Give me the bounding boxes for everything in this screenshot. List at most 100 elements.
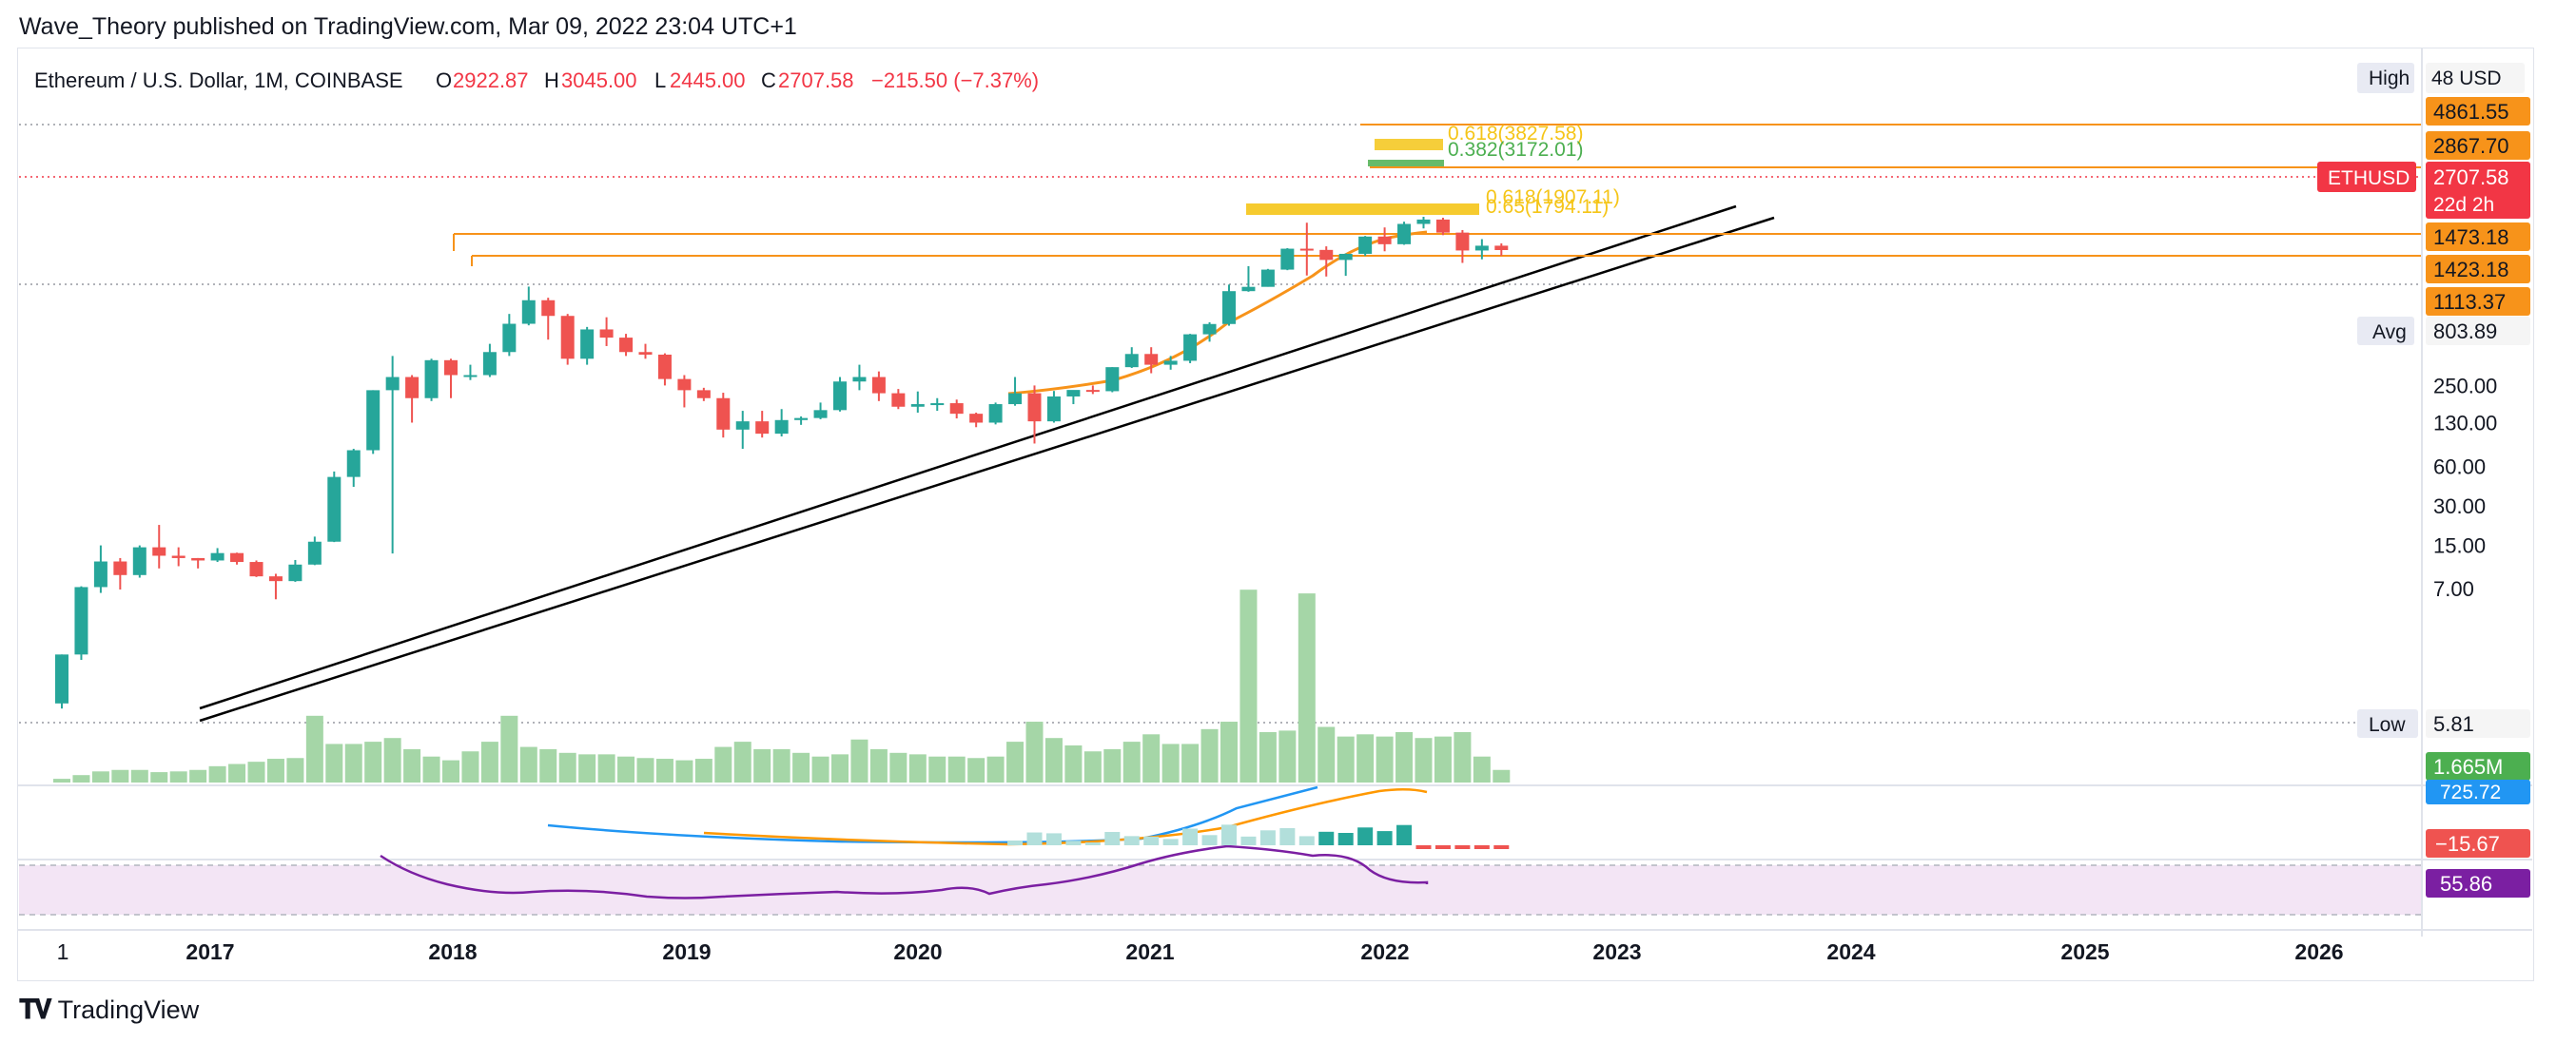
low-label: Low <box>2369 714 2406 736</box>
macd-hist-bar <box>1454 845 1471 849</box>
volume-bar <box>91 771 109 783</box>
tag-1473 <box>2426 222 2530 251</box>
volume-bar <box>208 765 226 783</box>
candle-body <box>502 323 517 353</box>
volume-bar <box>189 769 207 783</box>
volume-bar <box>1415 738 1433 783</box>
candle-body <box>949 403 964 415</box>
macd-hist-bar <box>1065 841 1082 845</box>
volume-bar <box>539 748 557 783</box>
macd-hist-bar <box>1337 833 1354 845</box>
candle-body <box>1474 245 1489 251</box>
candle-body <box>1144 354 1159 365</box>
candle-body <box>969 414 984 423</box>
candle-body <box>366 390 381 451</box>
volume-bar <box>519 746 537 783</box>
tag-1113-text: 1113.37 <box>2433 290 2506 314</box>
candle-body <box>444 359 458 376</box>
x-tick-label: 2021 <box>1125 939 1174 964</box>
candle-body <box>1416 219 1431 224</box>
volume-value: 1.665M <box>2433 755 2503 779</box>
tag-4861 <box>2426 97 2530 126</box>
candle-body <box>113 561 127 575</box>
candle-body <box>1280 248 1295 270</box>
volume-bar <box>889 752 907 783</box>
high-value: 48 USD <box>2431 68 2502 89</box>
fib-zone-top <box>1375 139 1443 150</box>
y-tick-label: 250.00 <box>2433 374 2497 397</box>
volume-bar <box>286 758 304 783</box>
trendline-lower <box>199 216 1775 723</box>
avg-value-tag <box>2426 317 2530 345</box>
volume-bar <box>1220 722 1238 783</box>
volume-bar <box>753 748 771 783</box>
macd-line <box>547 785 1318 844</box>
volume-bar <box>1473 756 1491 783</box>
chart-legend: Ethereum / U.S. Dollar, 1M, COINBASE O 2… <box>34 68 1039 92</box>
candle-body <box>910 404 925 407</box>
candle-body <box>833 381 847 411</box>
time-axis[interactable]: 1 2017 2018 2019 2020 2021 2022 2023 2024 2025 202… <box>57 939 2344 964</box>
volume-bar <box>1181 744 1200 783</box>
countdown-text: 22d 2h <box>2433 194 2494 216</box>
candle-body <box>463 375 478 377</box>
x-tick-label: 2025 <box>2060 939 2109 964</box>
volume-bar <box>1200 728 1219 783</box>
volume-bar <box>597 754 615 783</box>
candle-body <box>813 410 828 418</box>
macd-tag <box>2426 780 2530 804</box>
chart-frame[interactable] <box>17 48 2534 981</box>
candle-body <box>132 547 146 575</box>
tradingview-logo[interactable]: 𝐓𝐕 TradingView <box>19 995 199 1026</box>
macd-hist-bar <box>1259 830 1276 845</box>
candle-body <box>424 359 439 398</box>
legend-close-value: 2707.58 <box>778 68 854 92</box>
low-tag <box>2357 709 2418 738</box>
candle-body <box>1319 249 1334 261</box>
candle-body <box>1358 236 1373 254</box>
volume-bar <box>461 751 479 783</box>
volume-bar <box>500 715 518 783</box>
volume-bar <box>772 748 790 783</box>
macd-hist-bar <box>1434 845 1451 849</box>
volume-bar <box>967 758 986 783</box>
volume-bar <box>247 762 265 783</box>
volume-bar <box>130 769 148 783</box>
candle-body <box>307 541 322 565</box>
volume-bar <box>480 742 498 783</box>
macd-hist-bar <box>1298 836 1315 845</box>
tag-4861-text: 4861.55 <box>2433 100 2509 124</box>
candle-body <box>1455 232 1470 251</box>
candle-body <box>891 393 906 407</box>
macd-hist-bar <box>1123 836 1140 845</box>
rsi-band <box>19 865 2421 915</box>
volume-bar <box>266 759 284 783</box>
macd-hist-bar <box>1493 845 1510 849</box>
candle-body <box>696 390 711 398</box>
candle-body <box>55 654 68 704</box>
macd-hist-bar <box>1415 845 1432 849</box>
volume-bar <box>442 760 459 783</box>
x-tick-label: 2018 <box>428 939 477 964</box>
macd-hist-bar <box>1162 839 1179 845</box>
high-tag <box>2357 63 2414 93</box>
candle-body <box>1260 269 1275 287</box>
low-value-tag <box>2426 709 2530 738</box>
volume-bar <box>1395 731 1414 783</box>
symbol-tag <box>2317 162 2416 192</box>
candle-body <box>735 421 750 430</box>
candle-body <box>171 555 185 558</box>
candle-body <box>346 450 361 477</box>
volume-bar <box>558 752 576 783</box>
volume-bar <box>1025 722 1044 783</box>
macd-hist-bar <box>1084 842 1101 845</box>
volume-bar <box>578 754 596 783</box>
volume-bar <box>908 754 927 783</box>
rsi-line <box>380 844 1429 899</box>
fib-label-1: 0.382(3172.01) <box>1448 139 1583 161</box>
volume-bar <box>1493 769 1511 783</box>
candle-body <box>385 377 400 391</box>
candle-body <box>638 352 653 355</box>
candle-body <box>1494 245 1509 250</box>
